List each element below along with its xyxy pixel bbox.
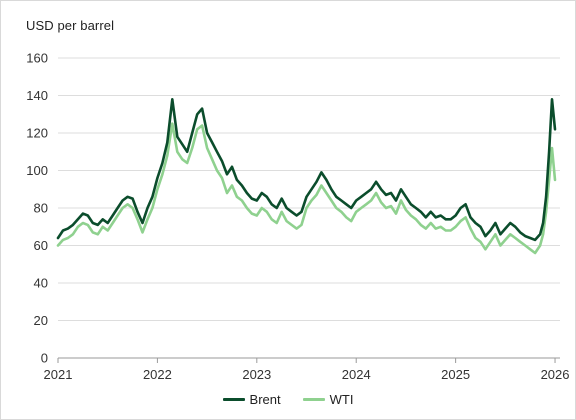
y-tick-label: 0 [41,351,48,366]
x-tick-label: 2026 [541,367,570,382]
gridlines [58,57,560,359]
y-tick-label: 140 [26,88,48,103]
legend-item-brent: Brent [222,392,281,407]
y-tick-label: 20 [34,313,48,328]
y-tick-label: 120 [26,126,48,141]
y-tick-label: 80 [34,201,48,216]
x-tick-label: 2025 [441,367,470,382]
x-tick-label: 2024 [342,367,371,382]
legend: Brent WTI [0,392,576,407]
legend-label-wti: WTI [329,392,354,407]
series-line-brent [56,98,557,242]
y-axis-label: USD per barrel [26,18,115,33]
legend-item-wti: WTI [302,392,354,407]
y-tick-label: 100 [26,163,48,178]
legend-swatch-brent [222,398,245,401]
y-tick-label: 160 [26,51,48,66]
y-axis-ticks: 0 20 40 60 80 100 120 140 160 [26,51,48,366]
series-line-wti [56,122,557,255]
y-tick-label: 40 [34,276,48,291]
x-tick-label: 2023 [242,367,271,382]
legend-label-brent: Brent [249,392,281,407]
x-axis-ticks: 2021 2022 2023 2024 2025 2026 [44,358,570,382]
legend-swatch-wti [302,398,325,401]
x-tick-label: 2022 [143,367,172,382]
series-lines [56,98,557,255]
x-tick-label: 2021 [44,367,73,382]
y-tick-label: 60 [34,238,48,253]
